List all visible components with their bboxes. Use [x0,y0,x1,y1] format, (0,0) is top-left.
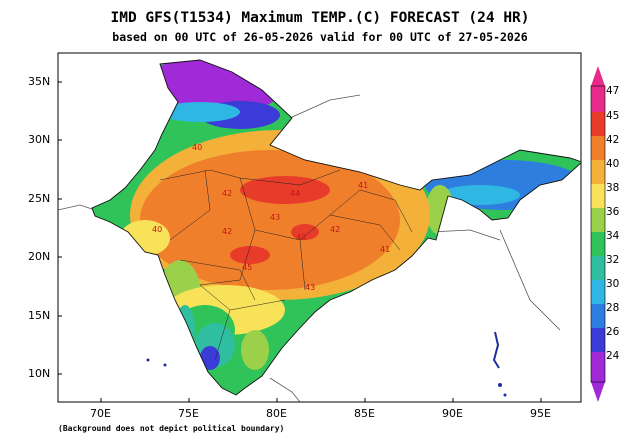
legend-level-label: 36 [606,206,620,218]
nicobar-islands [503,393,507,397]
neighbour-boundaries [58,94,561,402]
map-value-label: 40 [152,225,162,234]
map-value-label: 43 [270,213,280,222]
map-value-label: 42 [222,227,232,236]
legend-level-label: 32 [606,254,620,266]
legend-level-label: 26 [606,326,620,338]
map-value-label: 43 [305,283,315,292]
axis-ticks [58,81,542,402]
legend-level-label: 34 [606,230,620,242]
nicobar-islands [498,383,502,387]
legend-level-label: 38 [606,182,620,194]
legend-level-label: 42 [606,134,620,146]
lat-label: 10N [28,367,51,380]
andaman-islands [492,331,500,369]
lon-label: 75E [178,407,199,420]
lat-label: 30N [28,133,51,146]
legend-level-label: 40 [606,158,620,170]
map-value-label: 40 [192,143,202,152]
lon-label: 85E [354,407,375,420]
legend-level-label: 28 [606,302,620,314]
lat-label: 20N [28,250,51,263]
footnote: (Background does not depict political bo… [58,424,285,433]
state-boundaries [159,169,413,361]
lat-label: 15N [28,309,51,322]
lat-label: 25N [28,192,51,205]
lon-label: 95E [530,407,551,420]
lat-label: 35N [28,75,51,88]
legend-level-label: 30 [606,278,620,290]
map-value-label: 41 [380,245,390,254]
map-value-label: 41 [358,181,368,190]
lon-label: 90E [442,407,463,420]
india-outline [91,59,581,396]
map-value-label: 44 [290,189,300,198]
map-value-label: 45 [242,263,252,272]
colour-bar [590,66,606,402]
map-value-label: 42 [330,225,340,234]
legend-level-label: 45 [606,110,620,122]
map-value-label: 42 [222,189,232,198]
legend-level-label: 47 [606,85,620,97]
legend-level-label: 24 [606,350,620,362]
lakshadweep-islands [146,358,150,362]
map-title: IMD GFS(T1534) Maximum TEMP.(C) FORECAST… [110,10,530,26]
map-value-label: 43 [296,233,306,242]
lon-label: 80E [266,407,287,420]
lakshadweep-islands [163,363,167,367]
lon-label: 70E [90,407,111,420]
map-subtitle: based on 00 UTC of 26-05-2026 valid for … [112,30,528,44]
